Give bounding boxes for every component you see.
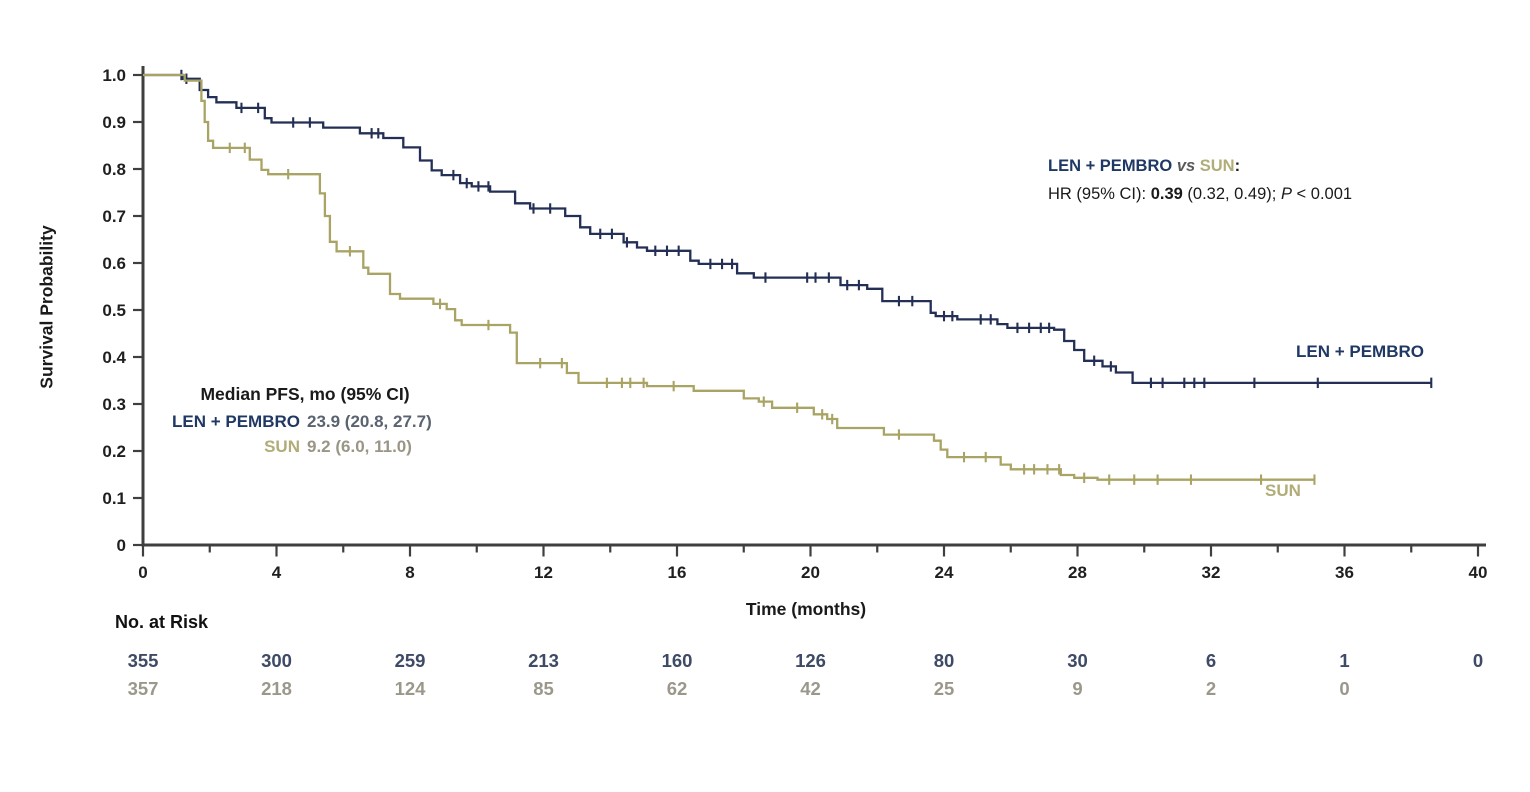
hr-annotation: LEN + PEMBRO vs SUN: HR (95% CI): 0.39 (… — [1048, 152, 1352, 208]
median-pfs-title: Median PFS, mo (95% CI) — [200, 384, 410, 404]
y-tick-label: 0.6 — [102, 254, 126, 273]
hr-annotation-line2: HR (95% CI): 0.39 (0.32, 0.49); P < 0.00… — [1048, 180, 1352, 208]
x-tick-label: 8 — [405, 563, 414, 582]
x-tick-label: 20 — [801, 563, 820, 582]
annotation-vs-label: vs — [1172, 157, 1200, 175]
hr-annotation-line1: LEN + PEMBRO vs SUN: — [1048, 152, 1352, 180]
risk-count: 62 — [667, 678, 688, 699]
y-tick-label: 0.3 — [102, 395, 126, 414]
risk-count: 0 — [1473, 650, 1483, 671]
risk-count: 0 — [1339, 678, 1349, 699]
hr-ci: (0.32, 0.49); — [1182, 185, 1281, 203]
annotation-arm-b-label: SUN — [1199, 157, 1235, 175]
risk-table-header: No. at Risk — [115, 612, 209, 632]
curve-label-sun: SUN — [1265, 481, 1301, 500]
x-tick-label: 36 — [1335, 563, 1354, 582]
risk-count: 42 — [800, 678, 821, 699]
y-tick-label: 0 — [117, 536, 126, 555]
hr-value: 0.39 — [1150, 185, 1183, 203]
curve-label-len-pembro: LEN + PEMBRO — [1296, 342, 1424, 361]
risk-count: 355 — [128, 650, 159, 671]
annotation-arm-a-label: LEN + PEMBRO — [1048, 157, 1173, 175]
median-row-len-pembro: LEN + PEMBRO 23.9 (20.8, 27.7) — [152, 412, 458, 432]
y-tick-label: 0.2 — [102, 442, 126, 461]
x-tick-label: 16 — [668, 563, 687, 582]
x-tick-label: 28 — [1068, 563, 1087, 582]
risk-count: 30 — [1067, 650, 1088, 671]
annotation-colon: : — [1234, 157, 1241, 175]
y-axis-title: Survival Probability — [36, 225, 57, 389]
median-value-len-pembro: 23.9 (20.8, 27.7) — [307, 412, 432, 431]
y-tick-label: 0.5 — [102, 301, 126, 320]
x-tick-label: 0 — [138, 563, 147, 582]
median-label-sun: SUN — [264, 437, 300, 456]
risk-count: 259 — [395, 650, 426, 671]
y-tick-label: 0.8 — [102, 160, 126, 179]
p-label: P — [1280, 185, 1292, 203]
risk-count: 124 — [395, 678, 427, 699]
y-tick-label: 0.9 — [102, 113, 126, 132]
risk-count: 80 — [934, 650, 955, 671]
risk-count: 160 — [662, 650, 693, 671]
hr-prefix: HR (95% CI): — [1048, 185, 1151, 203]
y-tick-label: 0.4 — [102, 348, 126, 367]
median-value-sun: 9.2 (6.0, 11.0) — [307, 437, 412, 456]
risk-count: 85 — [533, 678, 554, 699]
survival-curve-len-pembro — [143, 73, 1432, 385]
survival-curve-sun — [143, 73, 1315, 481]
x-axis-title: Time (months) — [745, 599, 867, 619]
risk-count: 2 — [1206, 678, 1216, 699]
median-pfs-box: Median PFS, mo (95% CI) LEN + PEMBRO 23.9… — [152, 384, 458, 462]
risk-count: 1 — [1339, 650, 1349, 671]
x-tick-label: 12 — [534, 563, 553, 582]
y-tick-label: 0.1 — [102, 489, 126, 508]
risk-count: 300 — [261, 650, 292, 671]
risk-count: 213 — [528, 650, 559, 671]
x-tick-label: 4 — [272, 563, 282, 582]
risk-count: 126 — [795, 650, 826, 671]
risk-count: 218 — [261, 678, 292, 699]
p-value: < 0.001 — [1291, 185, 1353, 203]
x-tick-label: 40 — [1469, 563, 1488, 582]
risk-count: 9 — [1072, 678, 1082, 699]
y-tick-label: 1.0 — [102, 66, 126, 85]
risk-count: 6 — [1206, 650, 1216, 671]
risk-count: 357 — [128, 678, 159, 699]
median-label-len-pembro: LEN + PEMBRO — [172, 412, 300, 431]
x-tick-label: 32 — [1202, 563, 1221, 582]
y-tick-label: 0.7 — [102, 207, 126, 226]
x-tick-label: 24 — [935, 563, 954, 582]
risk-count: 25 — [934, 678, 955, 699]
median-row-sun: SUN 9.2 (6.0, 11.0) — [152, 437, 458, 457]
